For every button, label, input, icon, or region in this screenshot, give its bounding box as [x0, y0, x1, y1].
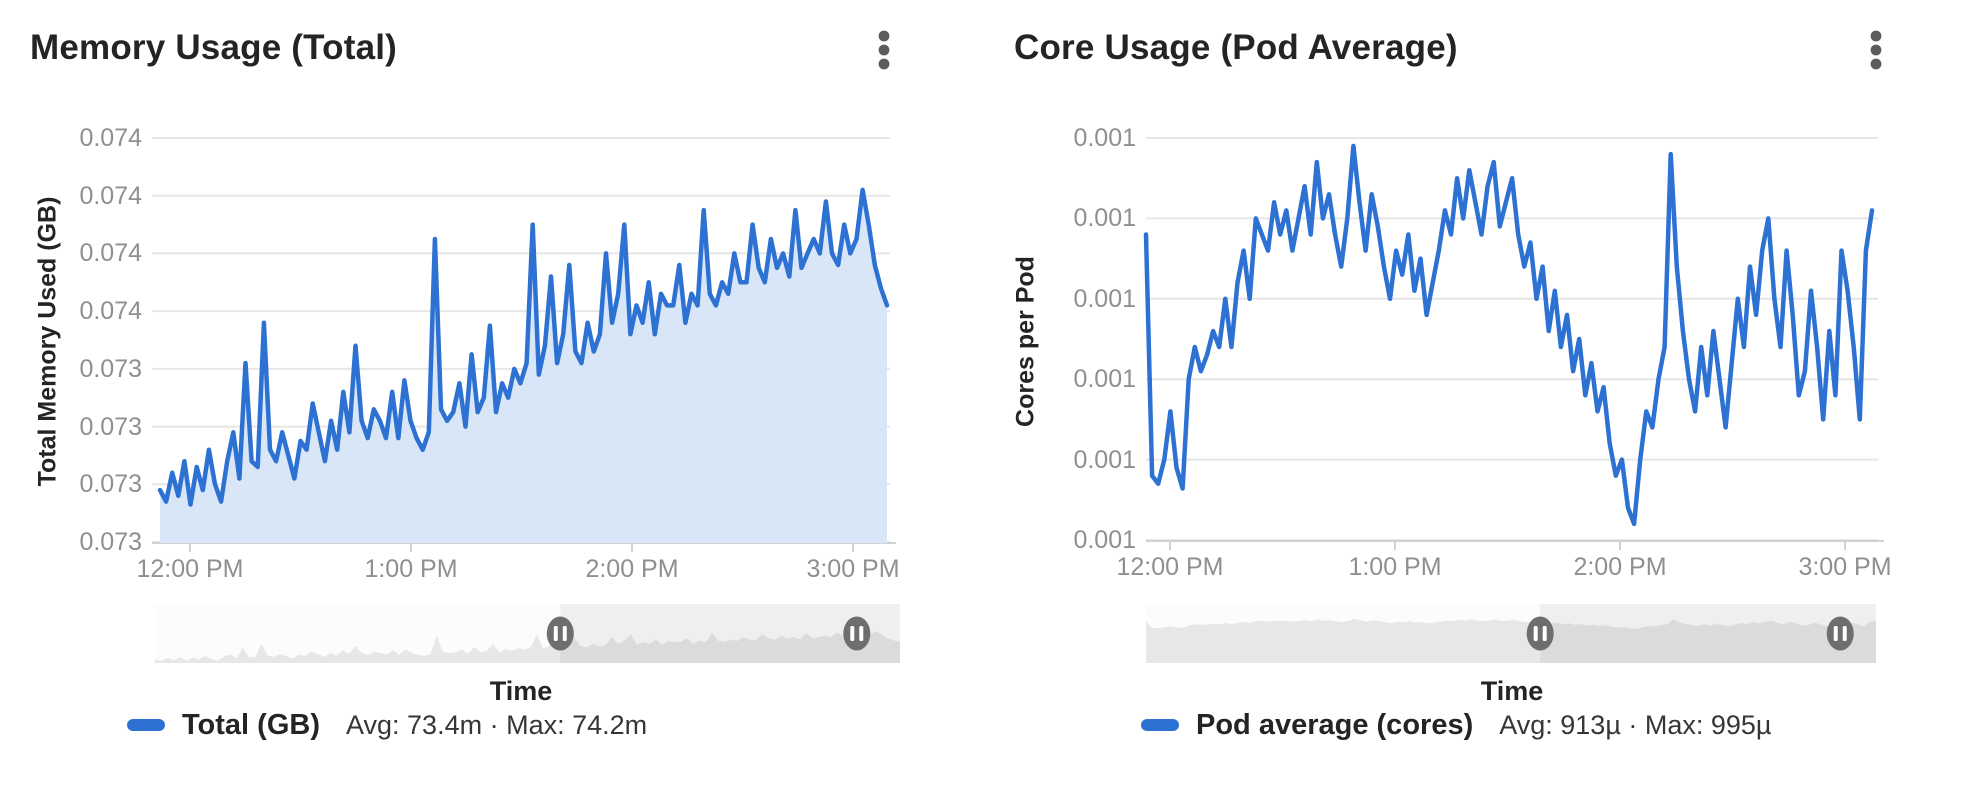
handle-grip[interactable] [546, 616, 574, 651]
x-tick-label: 2:00 PM [585, 555, 679, 583]
pause-bar [553, 626, 558, 641]
x-tick-label: 12:00 PM [136, 555, 244, 583]
legend-stats: Avg: 73.4m · Max: 74.2m [346, 709, 648, 740]
y-tick-label: 0.001 [1073, 124, 1136, 152]
x-axis-title: Time [1480, 676, 1544, 706]
legend-swatch [127, 719, 165, 731]
core-usage-chart[interactable] [1143, 137, 1884, 663]
x-tick-label: 1:00 PM [1348, 553, 1442, 581]
y-tick-label: 0.001 [1073, 204, 1136, 233]
y-axis-title: Total Memory Used (GB) [33, 196, 62, 487]
y-tick-label: 0.073 [79, 528, 142, 556]
kebab-menu-icon [1869, 29, 1883, 71]
x-axis-title: Time [489, 676, 553, 706]
y-tick-label: 0.001 [1073, 284, 1136, 313]
slider-mini-chart [1146, 619, 1876, 663]
y-tick-label: 0.001 [1073, 445, 1136, 474]
x-tick-label: 12:00 PM [1116, 553, 1224, 581]
slider-handle-left[interactable] [546, 616, 574, 651]
handle-grip[interactable] [1826, 616, 1854, 651]
legend: Total (GB) Avg: 73.4m · Max: 74.2m [127, 704, 647, 746]
x-tick-label: 2:00 PM [1573, 553, 1667, 581]
slider-selected-range[interactable] [1540, 604, 1876, 663]
pause-bar [1542, 626, 1547, 641]
chart-menu-button[interactable] [862, 24, 906, 76]
pause-bar [850, 626, 855, 641]
chart-menu-button[interactable] [1854, 24, 1898, 76]
core-card-header: Core Usage (Pod Average) [1014, 28, 1458, 68]
page-title: Memory Usage (Total) [30, 28, 398, 67]
y-tick-label: 0.073 [79, 412, 142, 441]
pause-bar [1833, 626, 1838, 641]
y-tick-label: 0.073 [79, 354, 142, 383]
handle-grip[interactable] [1526, 616, 1554, 651]
legend-label: Total (GB) [182, 708, 320, 741]
page-title: Core Usage (Pod Average) [1014, 28, 1458, 67]
slider-mini-chart [155, 631, 900, 663]
pause-bar [859, 626, 864, 641]
kebab-menu-icon [877, 29, 891, 71]
y-tick-label: 0.074 [79, 297, 142, 326]
pause-bar [1842, 626, 1847, 641]
x-tick-label: 3:00 PM [806, 555, 900, 583]
x-tick-label: 1:00 PM [364, 555, 458, 583]
x-tick-label: 3:00 PM [1798, 553, 1892, 581]
handle-grip[interactable] [843, 616, 871, 651]
legend-label: Pod average (cores) [1196, 708, 1474, 741]
legend: Pod average (cores) Avg: 913µ · Max: 995… [1141, 704, 1772, 746]
pause-bar [562, 626, 567, 641]
memory-card-header: Memory Usage (Total) [30, 28, 397, 68]
legend-swatch [1141, 719, 1179, 731]
series-area-fill [160, 189, 887, 543]
y-tick-label: 0.074 [79, 181, 142, 210]
y-tick-label: 0.074 [79, 239, 142, 268]
y-tick-label: 0.073 [79, 470, 142, 499]
y-tick-label: 0.001 [1073, 526, 1136, 554]
y-tick-label: 0.001 [1073, 365, 1136, 394]
y-tick-label: 0.074 [79, 124, 142, 152]
slider-handle-left[interactable] [1526, 616, 1554, 651]
legend-stats: Avg: 913µ · Max: 995µ [1499, 709, 1772, 740]
slider-handle-right[interactable] [1826, 616, 1854, 651]
series-line[interactable] [157, 187, 890, 507]
memory-usage-chart[interactable] [152, 137, 900, 663]
slider-handle-right[interactable] [843, 616, 871, 651]
series-line[interactable] [1143, 143, 1875, 527]
pause-bar [1533, 626, 1538, 641]
